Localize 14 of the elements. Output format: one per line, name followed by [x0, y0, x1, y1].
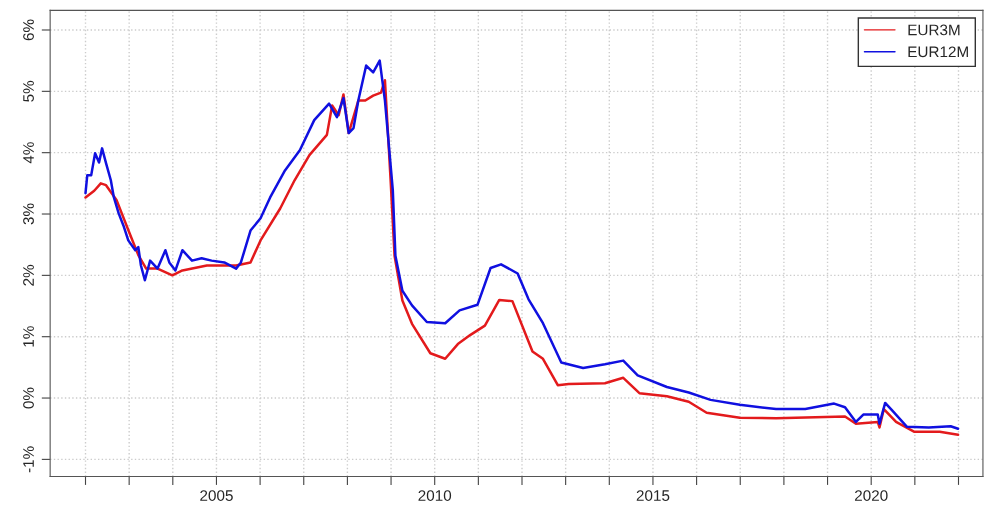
legend-label: EUR3M [908, 24, 960, 36]
x-tick-label: 2015 [636, 490, 670, 501]
y-tick-label: 0% [23, 387, 34, 409]
y-tick-label: 2% [23, 264, 34, 286]
y-tick-label: 3% [23, 203, 34, 225]
legend-label: EUR12M [908, 46, 968, 58]
y-tick-label: 4% [23, 142, 34, 164]
y-tick-label: 6% [23, 19, 34, 41]
x-tick-label: 2020 [854, 490, 888, 501]
x-tick-label: 2010 [418, 490, 452, 501]
y-tick-label: 1% [23, 326, 34, 347]
x-tick-label: 2005 [200, 490, 233, 501]
y-tick-label: -1% [23, 446, 34, 473]
y-tick-label: 5% [23, 80, 34, 102]
